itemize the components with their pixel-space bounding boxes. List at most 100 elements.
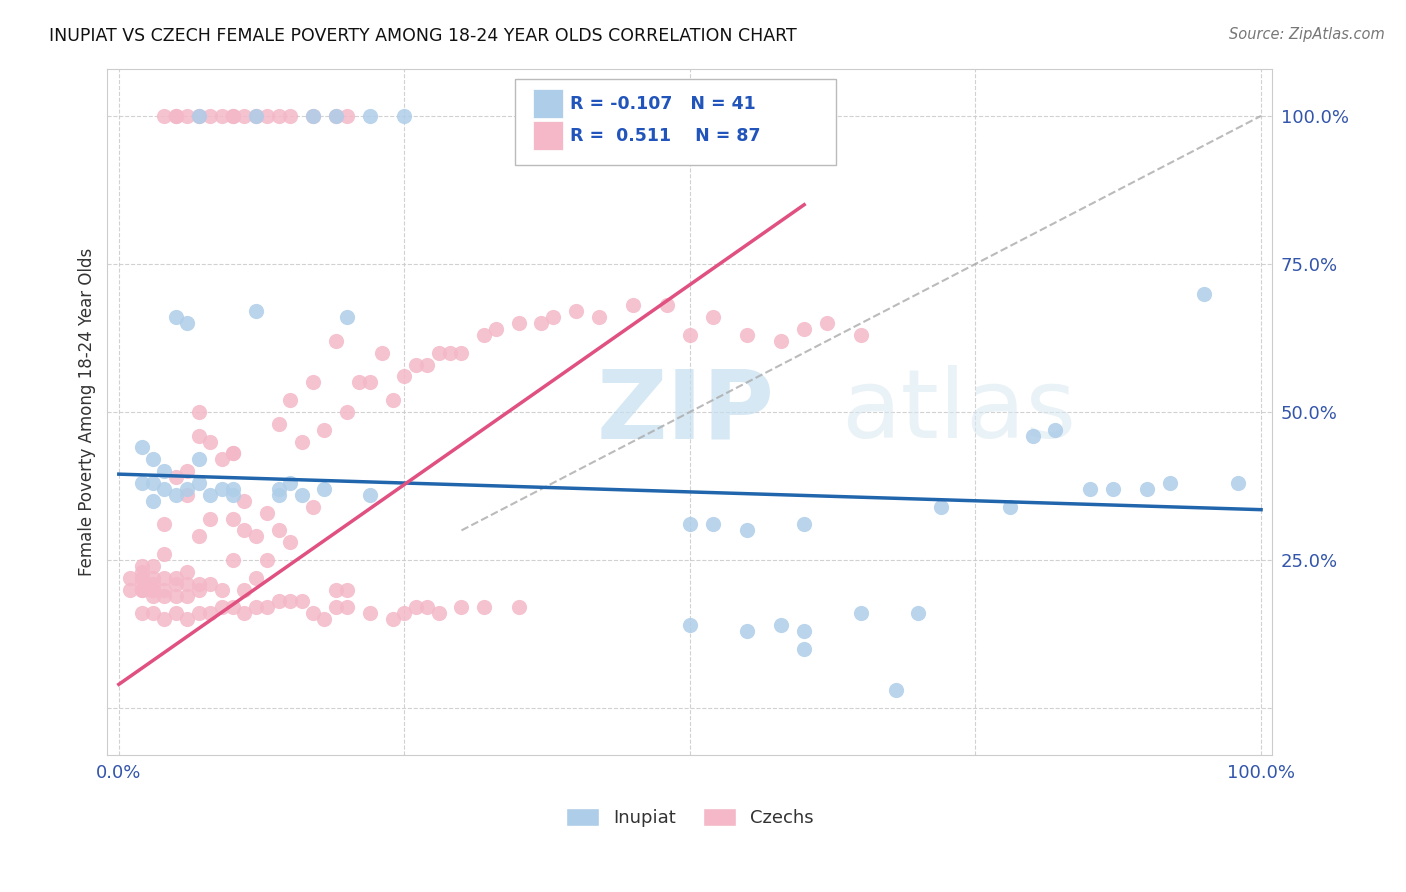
Point: [702, 517, 724, 532]
Point: [314, 423, 336, 437]
Y-axis label: Female Poverty Among 18-24 Year Olds: Female Poverty Among 18-24 Year Olds: [79, 248, 96, 576]
Point: [302, 607, 325, 621]
Point: [131, 441, 153, 455]
Point: [359, 109, 381, 123]
Point: [793, 641, 815, 656]
Point: [325, 334, 347, 348]
Point: [394, 607, 416, 621]
Point: [1227, 476, 1250, 491]
Point: [187, 476, 209, 491]
Point: [347, 376, 370, 390]
Point: [450, 600, 472, 615]
FancyBboxPatch shape: [515, 78, 835, 165]
Point: [187, 607, 209, 621]
Point: [851, 328, 873, 343]
Point: [256, 506, 278, 520]
Point: [131, 607, 153, 621]
Point: [131, 576, 153, 591]
Point: [290, 488, 312, 502]
Point: [267, 488, 290, 502]
Point: [793, 322, 815, 336]
Point: [359, 607, 381, 621]
Point: [198, 434, 221, 449]
Point: [142, 452, 165, 467]
Point: [302, 109, 325, 123]
Point: [336, 310, 359, 325]
Point: [153, 571, 176, 585]
Point: [416, 358, 439, 372]
Point: [211, 109, 233, 123]
Point: [222, 446, 245, 460]
Point: [142, 558, 165, 573]
Point: [336, 600, 359, 615]
Point: [381, 612, 404, 626]
Point: [256, 600, 278, 615]
Point: [427, 345, 450, 359]
Text: R =  0.511    N = 87: R = 0.511 N = 87: [569, 127, 761, 145]
Point: [153, 464, 176, 478]
Point: [394, 109, 416, 123]
Point: [187, 109, 209, 123]
Text: Source: ZipAtlas.com: Source: ZipAtlas.com: [1229, 27, 1385, 42]
Point: [336, 582, 359, 597]
Point: [153, 612, 176, 626]
Point: [359, 376, 381, 390]
Point: [176, 482, 198, 496]
Point: [233, 607, 256, 621]
Point: [176, 316, 198, 330]
Point: [142, 582, 165, 597]
Point: [233, 524, 256, 538]
Point: [793, 624, 815, 638]
Point: [176, 488, 198, 502]
Point: [325, 582, 347, 597]
Point: [998, 500, 1021, 514]
Point: [142, 571, 165, 585]
Point: [1101, 482, 1123, 496]
Point: [245, 529, 267, 543]
Point: [588, 310, 610, 325]
Point: [735, 328, 758, 343]
Point: [530, 316, 553, 330]
Point: [233, 109, 256, 123]
Point: [131, 476, 153, 491]
Point: [815, 316, 838, 330]
Point: [1159, 476, 1181, 491]
Point: [267, 594, 290, 608]
Text: ZIP: ZIP: [596, 366, 775, 458]
Point: [336, 405, 359, 419]
Point: [325, 109, 347, 123]
Point: [302, 500, 325, 514]
Point: [165, 607, 187, 621]
Point: [290, 434, 312, 449]
Point: [176, 109, 198, 123]
Point: [290, 594, 312, 608]
Point: [120, 582, 142, 597]
Point: [187, 529, 209, 543]
Text: R = -0.107   N = 41: R = -0.107 N = 41: [569, 95, 755, 112]
Point: [394, 369, 416, 384]
Point: [325, 109, 347, 123]
Point: [198, 576, 221, 591]
Point: [735, 524, 758, 538]
Point: [142, 576, 165, 591]
Point: [131, 558, 153, 573]
Point: [1045, 423, 1067, 437]
Point: [907, 607, 929, 621]
Point: [211, 482, 233, 496]
Point: [131, 571, 153, 585]
Point: [222, 600, 245, 615]
Point: [450, 345, 472, 359]
Point: [278, 535, 301, 549]
Point: [187, 109, 209, 123]
Point: [405, 600, 427, 615]
Point: [211, 600, 233, 615]
Point: [302, 376, 325, 390]
Point: [1136, 482, 1159, 496]
Point: [621, 298, 644, 312]
Point: [198, 488, 221, 502]
Point: [233, 582, 256, 597]
Point: [245, 571, 267, 585]
Point: [233, 493, 256, 508]
Point: [153, 547, 176, 561]
Point: [405, 358, 427, 372]
